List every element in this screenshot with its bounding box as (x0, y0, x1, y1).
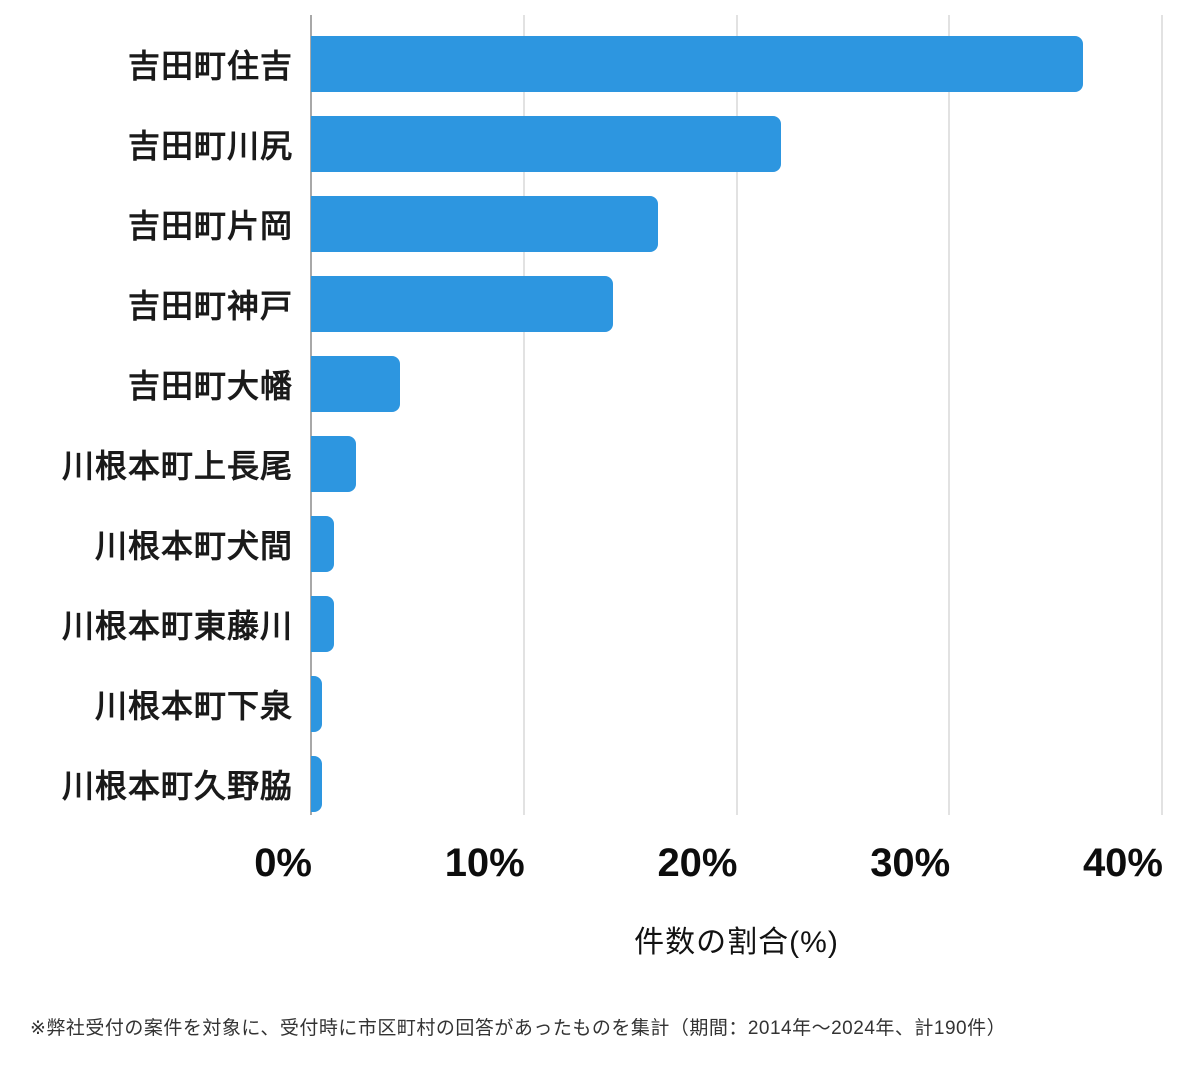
bar (311, 436, 356, 492)
y-axis-line (310, 15, 312, 815)
category-label: 吉田町大幡 (127, 368, 293, 404)
category-label: 吉田町片岡 (127, 208, 293, 244)
bar (311, 596, 335, 652)
gridline (735, 15, 738, 815)
gridline (948, 15, 951, 815)
bar (311, 36, 1084, 92)
bar (311, 196, 658, 252)
category-label: 吉田町住吉 (127, 48, 293, 84)
x-tick-label: 20% (657, 841, 738, 885)
x-tick-label: 40% (1082, 841, 1163, 885)
bar (311, 356, 401, 412)
gridline (1161, 15, 1163, 815)
category-label: 川根本町下泉 (94, 688, 293, 724)
bar (311, 516, 335, 572)
x-tick-label: 0% (254, 841, 312, 885)
category-label: 川根本町久野脇 (61, 768, 293, 804)
category-label: 川根本町犬間 (94, 528, 293, 564)
x-tick-label: 10% (444, 841, 525, 885)
bar (311, 276, 614, 332)
category-label: 吉田町神戸 (127, 288, 293, 324)
x-axis-title: 件数の割合(%) (634, 926, 839, 959)
bar (311, 116, 782, 172)
gridline (522, 15, 525, 815)
footnote: ※弊社受付の案件を対象に、受付時に市区町村の回答があったものを集計（期間：201… (30, 1018, 1007, 1039)
category-label: 川根本町上長尾 (61, 448, 293, 484)
x-tick-label: 30% (870, 841, 951, 885)
bar (311, 676, 322, 732)
category-label: 吉田町川尻 (127, 128, 293, 164)
category-label: 川根本町東藤川 (61, 608, 293, 644)
bar (311, 756, 322, 812)
